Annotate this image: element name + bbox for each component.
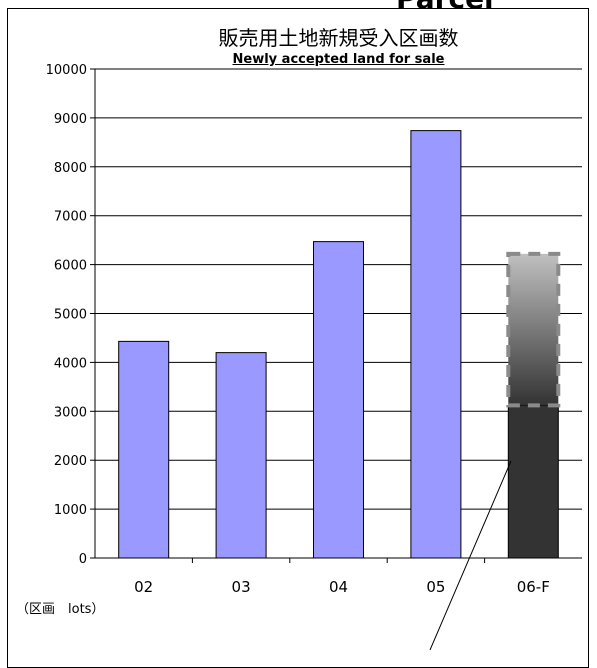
header-cutoff-text-container: Parcel — [396, 0, 597, 8]
bar — [215, 352, 267, 559]
bars — [118, 130, 561, 559]
bar — [118, 340, 170, 559]
y-tick-label: 3000 — [54, 405, 87, 420]
bar-chart: 0 1000 2000 3000 4000 5000 6000 7000 8000 9000 100… — [46, 63, 582, 650]
x-tick-label: 04 — [329, 578, 348, 596]
y-tick-label: 1000 — [54, 503, 87, 518]
x-axis-ticks: 02 03 04 05 06-F — [95, 557, 582, 596]
x-tick-label: 02 — [134, 578, 153, 596]
y-tick-label: 6000 — [54, 259, 87, 274]
x-tick-label: 03 — [232, 578, 251, 596]
y-axis-ticks: 0 1000 2000 3000 4000 5000 6000 7000 8000 9000 100… — [46, 63, 96, 567]
header-cutoff-text: Parcel — [396, 0, 494, 8]
y-tick-label: 5000 — [54, 308, 87, 323]
y-tick-label: 4000 — [54, 356, 87, 371]
chart-subtitle: Newly accepted land for sale — [232, 52, 445, 67]
bar-forecast — [507, 404, 559, 559]
x-tick-label: 06-F — [517, 578, 550, 596]
forecast-pointer-line — [429, 460, 512, 650]
unit-label: （区画 lots） — [16, 602, 105, 617]
y-tick-label: 9000 — [54, 112, 87, 127]
y-tick-label: 10000 — [46, 63, 87, 78]
y-tick-label: 0 — [79, 552, 87, 567]
y-tick-label: 2000 — [54, 454, 87, 469]
bar — [313, 241, 364, 559]
y-tick-label: 8000 — [54, 161, 87, 176]
chart-title: 販売用土地新規受入区画数 — [218, 26, 459, 50]
y-tick-label: 7000 — [54, 210, 87, 225]
x-tick-label: 05 — [426, 578, 445, 596]
bar-forecast-range — [506, 251, 561, 408]
bar — [410, 130, 462, 559]
